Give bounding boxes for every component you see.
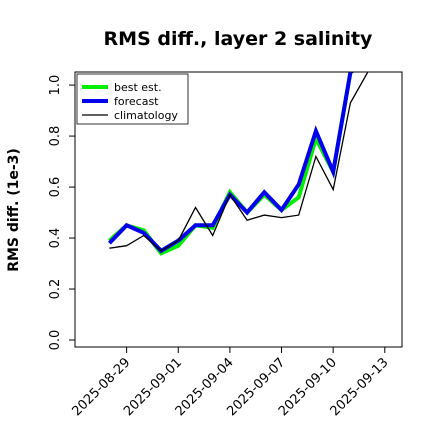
y-tick-label: 0.0 <box>48 330 63 351</box>
x-axis: 2025-08-292025-09-012025-09-042025-09-07… <box>69 346 402 419</box>
y-tick-label: 0.6 <box>48 177 63 198</box>
y-tick-label: 0.8 <box>48 126 63 147</box>
series-line-climatology <box>109 72 369 252</box>
y-axis-label: RMS diff. (1e-3) <box>6 148 22 272</box>
series-line-forecast <box>107 72 355 254</box>
series-layer <box>107 72 369 256</box>
y-tick-label: 0.4 <box>48 228 63 249</box>
y-tick-label: 0.2 <box>48 279 63 300</box>
y-axis: 0.0 0.2 0.4 0.6 0.8 1.0 <box>48 75 76 351</box>
legend-label: forecast <box>114 95 159 108</box>
y-tick-label: 1.0 <box>48 75 63 96</box>
legend-label: climatology <box>114 109 178 122</box>
chart-title: RMS diff., layer 2 salinity <box>104 28 374 50</box>
legend-label: best est. <box>114 81 162 94</box>
